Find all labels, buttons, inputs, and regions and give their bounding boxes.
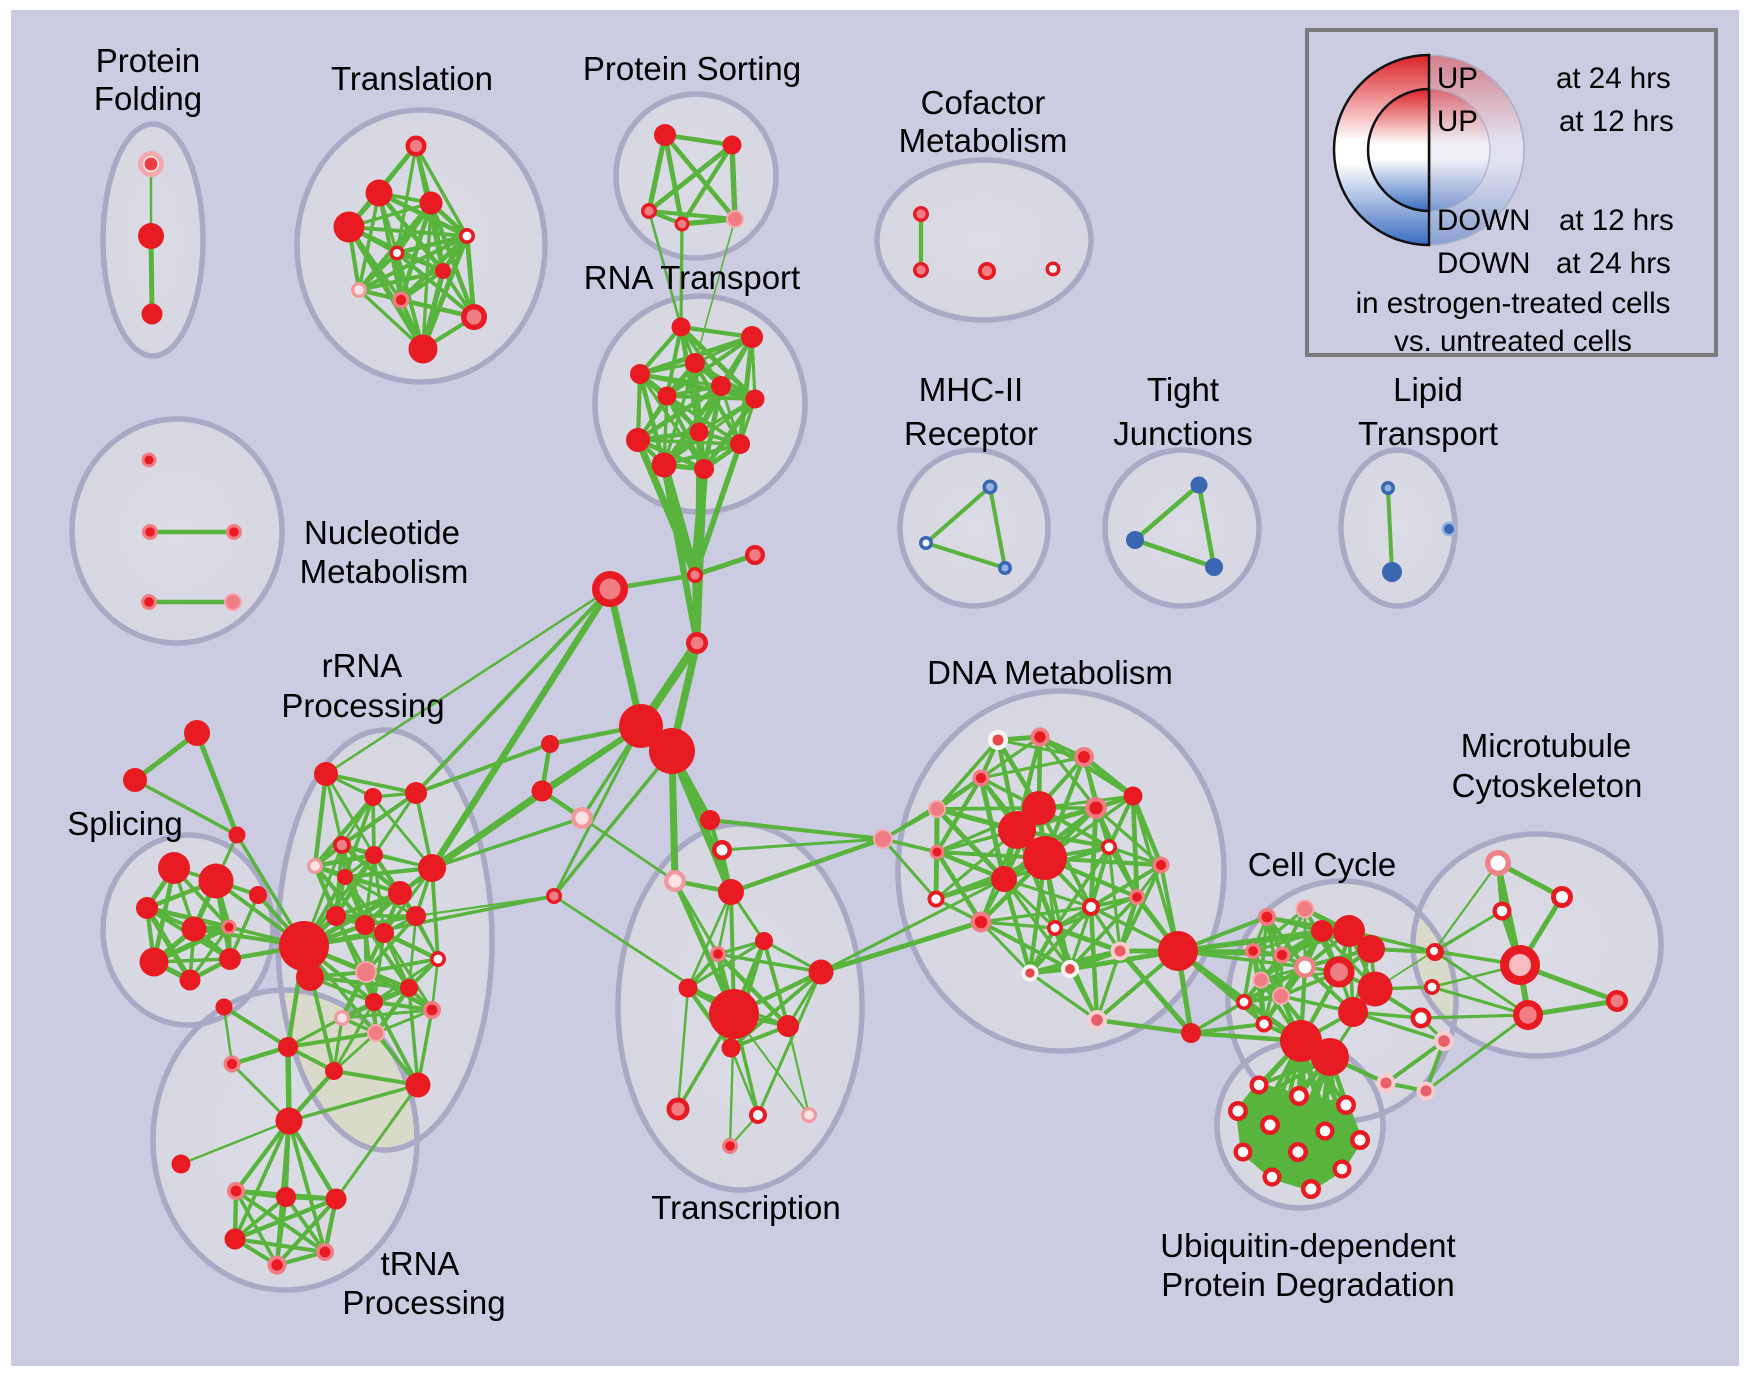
- svg-text:Cofactor: Cofactor: [921, 84, 1046, 121]
- svg-text:Folding: Folding: [94, 80, 202, 117]
- svg-text:DOWN: DOWN: [1437, 247, 1530, 280]
- svg-text:Ubiquitin-dependent: Ubiquitin-dependent: [1160, 1227, 1455, 1264]
- svg-text:vs. untreated cells: vs. untreated cells: [1394, 325, 1632, 358]
- svg-text:Cell Cycle: Cell Cycle: [1248, 846, 1397, 883]
- svg-text:Processing: Processing: [342, 1284, 505, 1321]
- svg-text:tRNA: tRNA: [381, 1245, 460, 1282]
- svg-text:in estrogen-treated cells: in estrogen-treated cells: [1356, 287, 1671, 320]
- svg-text:Nucleotide: Nucleotide: [304, 514, 460, 551]
- svg-text:Transport: Transport: [1358, 415, 1498, 452]
- svg-text:DOWN: DOWN: [1437, 204, 1530, 237]
- svg-text:Protein: Protein: [96, 42, 201, 79]
- svg-text:Junctions: Junctions: [1113, 415, 1252, 452]
- svg-text:Protein Degradation: Protein Degradation: [1161, 1266, 1455, 1303]
- svg-text:at 24 hrs: at 24 hrs: [1556, 247, 1671, 280]
- svg-text:Tight: Tight: [1147, 371, 1219, 408]
- svg-text:DNA Metabolism: DNA Metabolism: [927, 654, 1173, 691]
- svg-text:rRNA: rRNA: [322, 647, 403, 684]
- svg-text:Processing: Processing: [281, 687, 444, 724]
- svg-text:Translation: Translation: [331, 60, 493, 97]
- svg-text:Transcription: Transcription: [651, 1189, 841, 1226]
- svg-text:Protein Sorting: Protein Sorting: [583, 50, 801, 87]
- svg-text:Splicing: Splicing: [67, 805, 183, 842]
- svg-text:Receptor: Receptor: [904, 415, 1038, 452]
- svg-text:at 24 hrs: at 24 hrs: [1556, 62, 1671, 95]
- svg-text:Lipid: Lipid: [1393, 371, 1463, 408]
- svg-text:UP: UP: [1437, 105, 1478, 138]
- svg-text:Microtubule: Microtubule: [1461, 727, 1632, 764]
- svg-text:at 12 hrs: at 12 hrs: [1559, 204, 1674, 237]
- svg-text:Metabolism: Metabolism: [899, 122, 1068, 159]
- svg-text:UP: UP: [1437, 62, 1478, 95]
- svg-text:MHC-II: MHC-II: [919, 371, 1023, 408]
- svg-text:Cytoskeleton: Cytoskeleton: [1452, 767, 1643, 804]
- svg-text:RNA Transport: RNA Transport: [584, 259, 800, 296]
- svg-text:Metabolism: Metabolism: [300, 553, 469, 590]
- svg-text:at 12 hrs: at 12 hrs: [1559, 105, 1674, 138]
